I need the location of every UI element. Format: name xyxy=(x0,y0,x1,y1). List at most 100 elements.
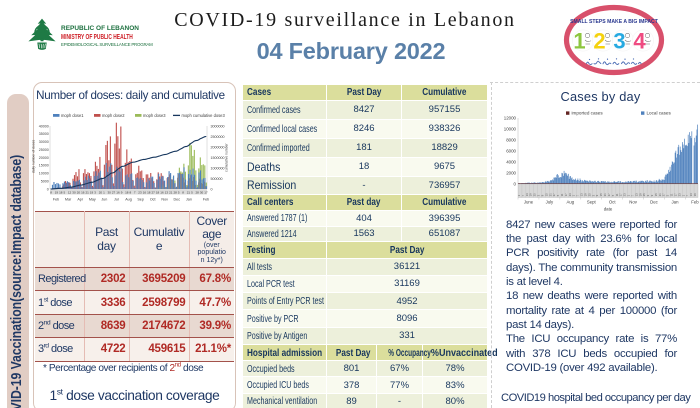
svg-text:17: 17 xyxy=(619,193,623,196)
svg-text:21: 21 xyxy=(187,191,191,195)
svg-text:11: 11 xyxy=(560,193,564,196)
svg-text:4000: 4000 xyxy=(506,160,516,165)
svg-text:8000: 8000 xyxy=(506,138,516,143)
svg-text:13: 13 xyxy=(525,193,529,196)
svg-text:15: 15 xyxy=(599,193,603,196)
svg-text:21: 21 xyxy=(86,191,90,195)
svg-text:1: 1 xyxy=(517,194,521,196)
svg-text:3: 3 xyxy=(94,191,96,195)
svg-text:7: 7 xyxy=(630,194,634,196)
svg-text:moph dose1: moph dose1 xyxy=(61,113,84,118)
svg-text:moph dose3: moph dose3 xyxy=(143,113,166,118)
svg-text:30000: 30000 xyxy=(39,140,49,144)
svg-text:1: 1 xyxy=(681,194,685,196)
svg-text:1: 1 xyxy=(573,29,585,54)
svg-text:15: 15 xyxy=(544,193,548,196)
svg-text:30: 30 xyxy=(108,191,112,195)
svg-text:Sept: Sept xyxy=(587,200,597,205)
svg-text:July: July xyxy=(546,200,554,205)
svg-text:SMALL STEPS MAKE A BIG IMPACT: SMALL STEPS MAKE A BIG IMPACT xyxy=(570,19,659,25)
svg-text:5: 5 xyxy=(556,194,560,196)
svg-text:Oct: Oct xyxy=(609,200,616,205)
svg-text:Nov: Nov xyxy=(161,198,168,202)
svg-text:5: 5 xyxy=(64,191,66,195)
svg-text:27: 27 xyxy=(152,191,156,195)
svg-text:7: 7 xyxy=(521,194,525,196)
svg-text:15: 15 xyxy=(654,193,658,196)
svg-text:20: 20 xyxy=(77,191,81,195)
svg-text:13: 13 xyxy=(165,191,169,195)
svg-text:35000: 35000 xyxy=(39,132,49,136)
svg-text:0: 0 xyxy=(514,182,517,187)
svg-text:23: 23 xyxy=(623,193,627,196)
svg-text:Dec: Dec xyxy=(174,198,181,202)
svg-text:3: 3 xyxy=(646,194,650,196)
svg-text:18: 18 xyxy=(156,191,160,195)
svg-text:13: 13 xyxy=(634,193,638,196)
svg-text:Jan: Jan xyxy=(186,198,192,202)
svg-text:16: 16 xyxy=(160,191,164,195)
svg-text:40000: 40000 xyxy=(39,124,49,128)
svg-text:12000: 12000 xyxy=(504,116,517,121)
svg-text:11: 11 xyxy=(670,193,674,196)
svg-text:18: 18 xyxy=(147,191,151,195)
svg-text:10000: 10000 xyxy=(39,172,49,176)
svg-text:19: 19 xyxy=(584,193,588,196)
svg-text:23: 23 xyxy=(138,191,142,195)
svg-text:6000: 6000 xyxy=(506,149,516,154)
svg-text:5: 5 xyxy=(611,194,615,196)
svg-text:8: 8 xyxy=(50,191,52,195)
svg-text:Aug: Aug xyxy=(125,198,132,202)
svg-text:21: 21 xyxy=(169,191,173,195)
svg-text:daily number of doses: daily number of doses xyxy=(32,140,36,173)
svg-text:21: 21 xyxy=(658,193,662,196)
svg-text:11: 11 xyxy=(615,193,619,196)
svg-text:Aug: Aug xyxy=(566,200,574,205)
svg-text:9: 9 xyxy=(595,194,599,196)
svg-text:3000000: 3000000 xyxy=(211,124,225,128)
svg-text:5000: 5000 xyxy=(41,179,49,183)
svg-text:1: 1 xyxy=(572,194,576,196)
svg-text:19: 19 xyxy=(90,191,94,195)
svg-text:25: 25 xyxy=(587,193,591,196)
svg-text:20000: 20000 xyxy=(39,156,49,160)
svg-text:9: 9 xyxy=(650,194,654,196)
svg-text:13: 13 xyxy=(580,193,584,196)
svg-text:12: 12 xyxy=(68,191,72,195)
svg-text:Mar: Mar xyxy=(65,198,72,202)
svg-text:18: 18 xyxy=(125,191,129,195)
svg-text:Nov: Nov xyxy=(629,200,637,205)
svg-text:23: 23 xyxy=(677,193,681,196)
svg-text:25000: 25000 xyxy=(39,148,49,152)
svg-text:25: 25 xyxy=(533,193,537,196)
svg-text:moph cumulative dose3: moph cumulative dose3 xyxy=(182,113,226,118)
svg-text:2: 2 xyxy=(593,29,605,54)
svg-text:17: 17 xyxy=(674,193,678,196)
svg-text:2000000: 2000000 xyxy=(211,145,225,149)
svg-text:21: 21 xyxy=(548,193,552,196)
svg-text:28: 28 xyxy=(174,191,178,195)
svg-text:7: 7 xyxy=(685,194,689,196)
svg-text:5: 5 xyxy=(178,191,180,195)
svg-text:1: 1 xyxy=(103,191,105,195)
svg-text:28: 28 xyxy=(196,191,200,195)
svg-text:9: 9 xyxy=(121,191,123,195)
svg-text:8: 8 xyxy=(182,191,184,195)
svg-text:19: 19 xyxy=(693,193,697,196)
svg-text:27: 27 xyxy=(552,193,556,196)
svg-text:moph dose2: moph dose2 xyxy=(102,113,125,118)
svg-text:1500000: 1500000 xyxy=(211,156,225,160)
svg-text:19: 19 xyxy=(529,193,533,196)
svg-text:cumulative number: cumulative number xyxy=(225,142,229,172)
svg-text:1: 1 xyxy=(627,194,631,196)
svg-text:Dec: Dec xyxy=(650,200,658,205)
svg-text:May: May xyxy=(89,198,96,202)
svg-text:21: 21 xyxy=(603,193,607,196)
svg-text:Jan: Jan xyxy=(672,200,680,205)
svg-text:10000: 10000 xyxy=(504,127,517,132)
svg-text:1000000: 1000000 xyxy=(211,166,225,170)
svg-text:Jun: Jun xyxy=(101,198,107,202)
svg-text:0: 0 xyxy=(211,187,213,191)
svg-text:5: 5 xyxy=(666,194,670,196)
svg-text:30: 30 xyxy=(72,191,76,195)
